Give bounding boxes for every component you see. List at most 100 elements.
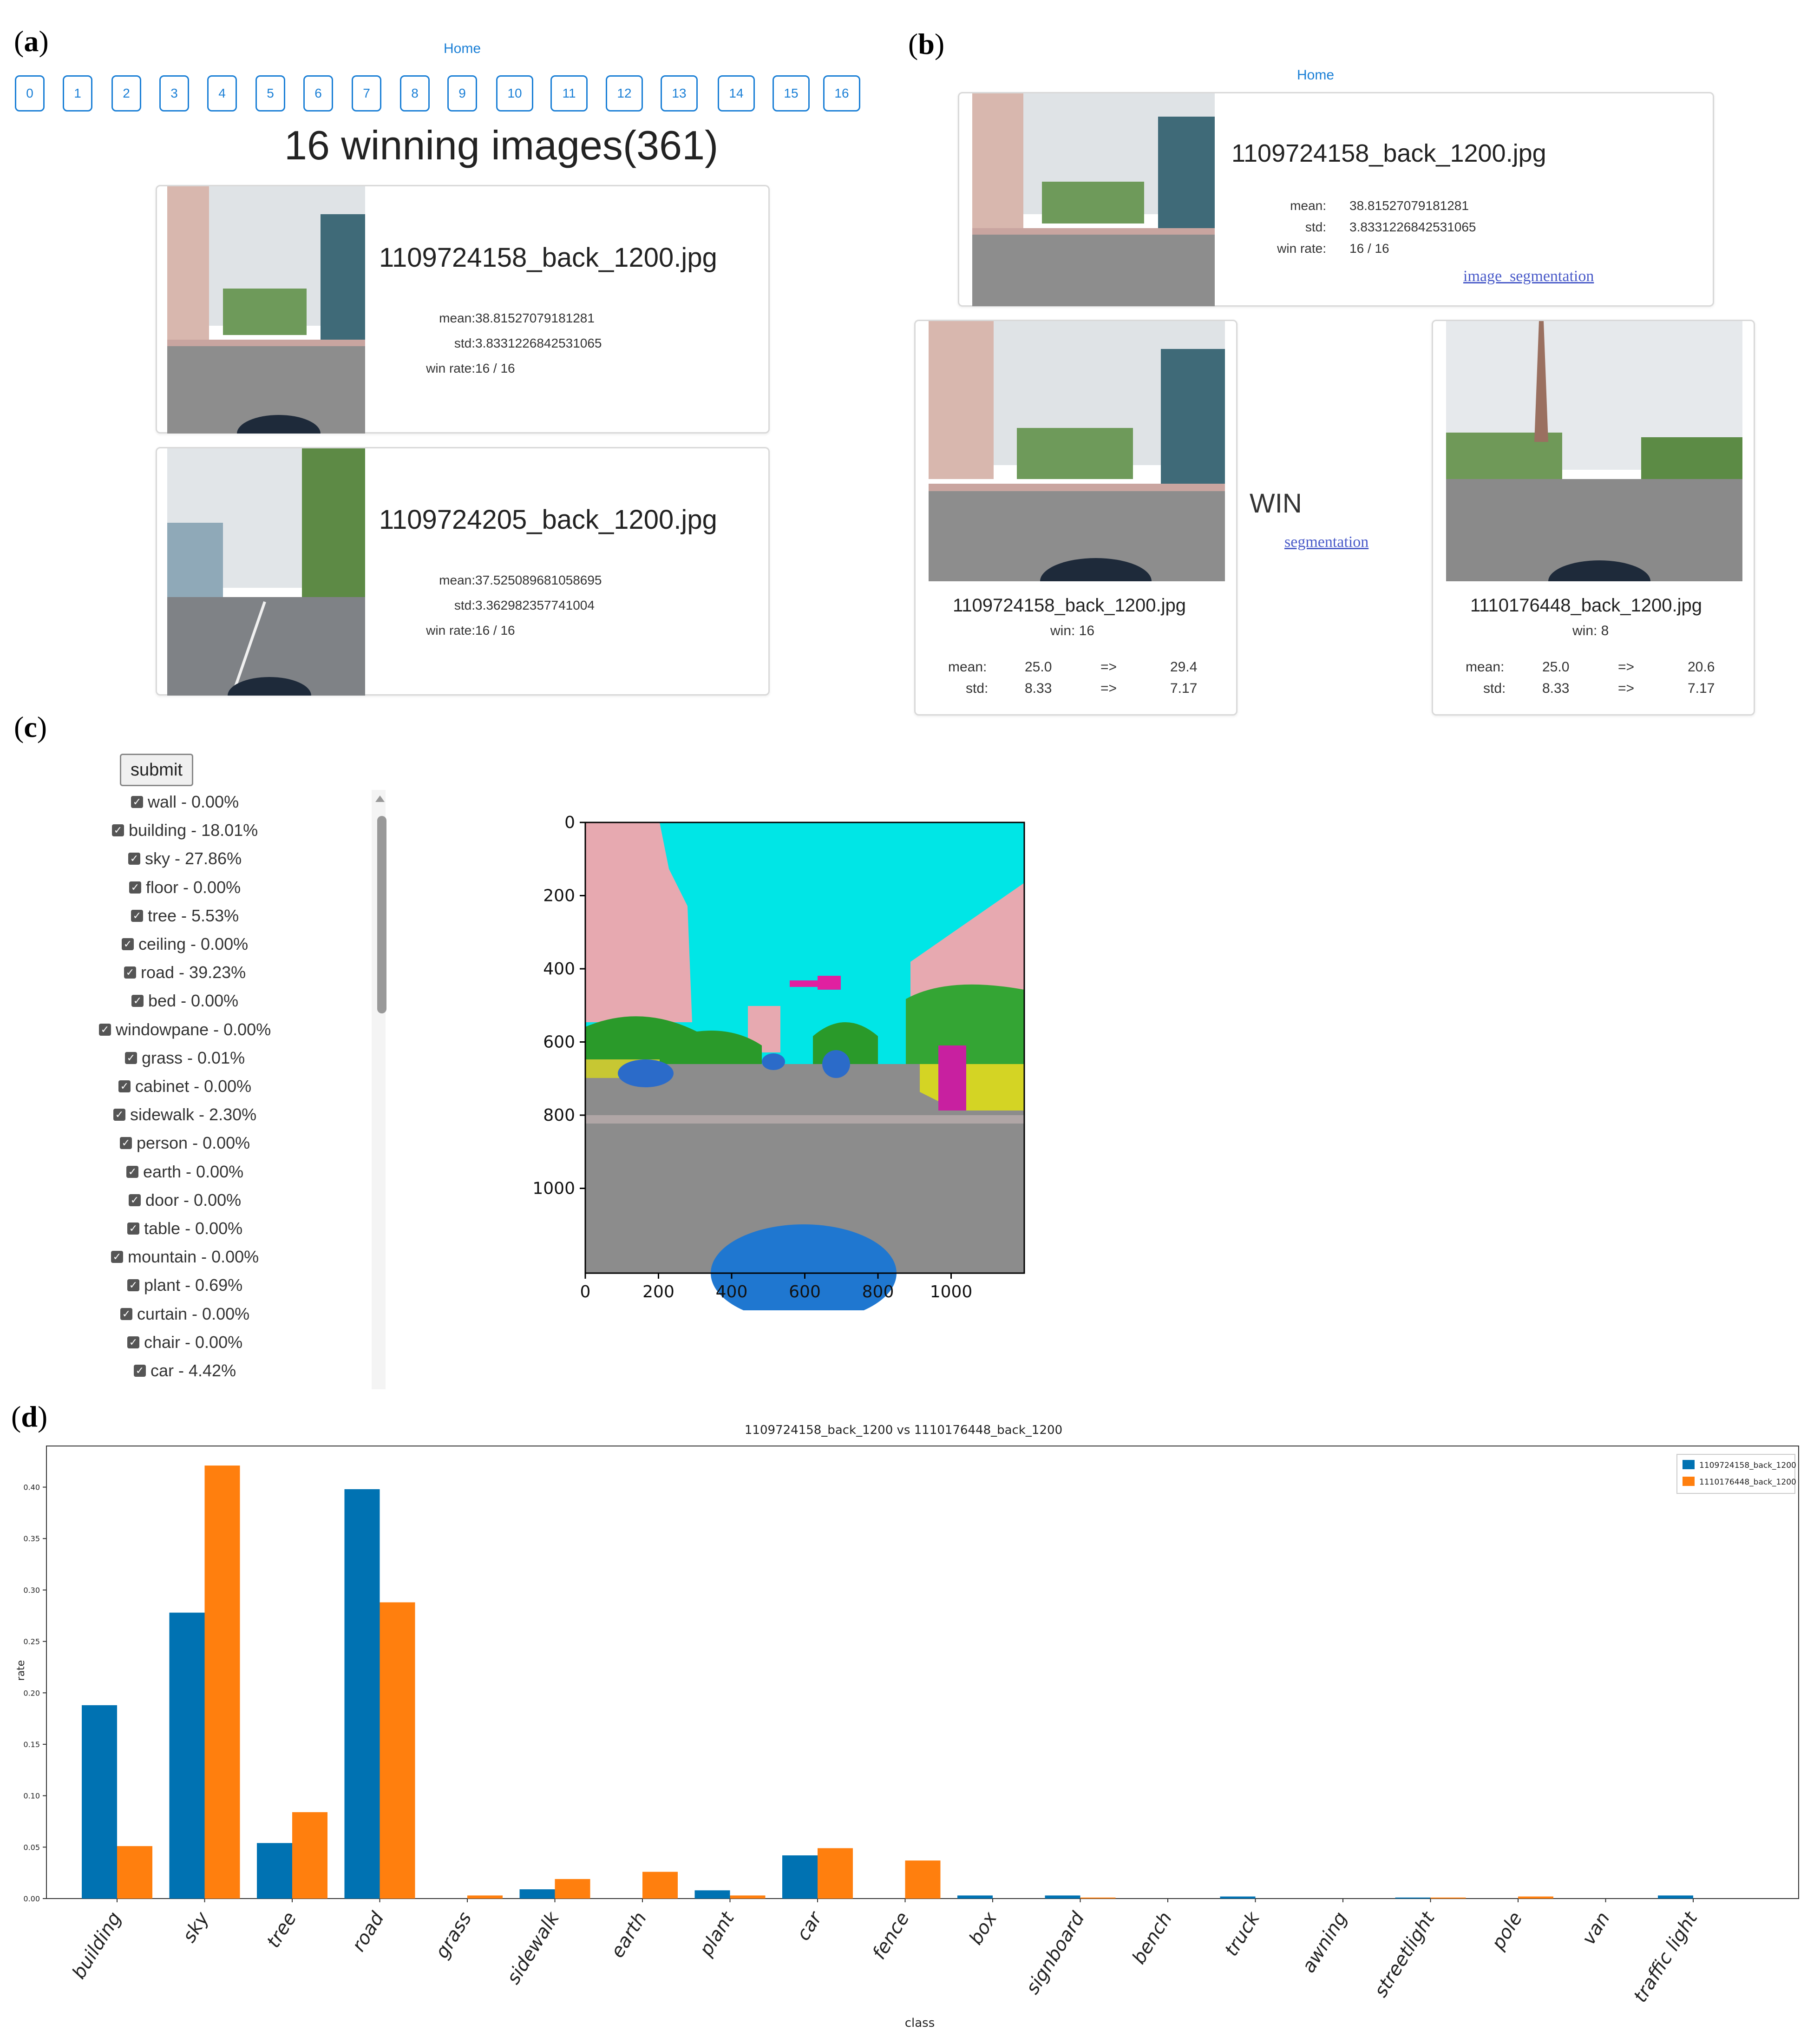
checkbox-checked-icon[interactable]: ✓	[112, 824, 124, 837]
checkbox-checked-icon[interactable]: ✓	[99, 1023, 111, 1036]
segmentation-link[interactable]: segmentation	[1284, 533, 1369, 551]
std-before: 8.33	[1025, 681, 1052, 696]
x-tick-label: 0	[580, 1282, 591, 1301]
page-button-5[interactable]: 5	[255, 75, 285, 112]
class-label: building - 18.01%	[129, 821, 258, 840]
class-checkbox-item[interactable]: ✓ floor - 0.00%	[129, 878, 241, 897]
class-checkbox-item[interactable]: ✓ plant - 0.69%	[127, 1275, 242, 1295]
x-tick-label: awning	[1298, 1908, 1352, 1977]
chart-title: 1109724158_back_1200 vs 1110176448_back_…	[745, 1423, 1062, 1437]
class-checkbox-item[interactable]: ✓ curtain - 0.00%	[120, 1304, 249, 1324]
win-label: WIN	[1250, 488, 1302, 519]
class-checkbox-item[interactable]: ✓ wall - 0.00%	[131, 792, 239, 812]
class-checkbox-item[interactable]: ✓ grass - 0.01%	[125, 1048, 245, 1068]
checkbox-checked-icon[interactable]: ✓	[122, 938, 134, 950]
panel-label-c: (c)	[14, 710, 47, 743]
image-card[interactable]: 1109724205_back_1200.jpg mean: 37.525089…	[156, 447, 770, 696]
scroll-up-arrow-icon[interactable]	[375, 795, 385, 802]
class-label: ceiling - 0.00%	[138, 934, 249, 953]
class-checkbox-item[interactable]: ✓ chair - 0.00%	[127, 1333, 242, 1352]
page-button-4[interactable]: 4	[207, 75, 237, 112]
class-checkbox-item[interactable]: ✓ ceiling - 0.00%	[122, 934, 248, 954]
bar-series-1	[82, 1705, 117, 1899]
page-button-11[interactable]: 11	[550, 75, 588, 112]
list-scrollbar-thumb[interactable]	[377, 816, 386, 1013]
class-checkbox-item[interactable]: ✓ sky - 27.86%	[128, 849, 242, 868]
page-button-1[interactable]: 1	[63, 75, 92, 112]
checkbox-checked-icon[interactable]: ✓	[120, 1308, 132, 1320]
page-button-13[interactable]: 13	[661, 75, 698, 112]
y-tick-label: 600	[543, 1033, 575, 1052]
bar-series-2	[117, 1846, 152, 1899]
checkbox-checked-icon[interactable]: ✓	[127, 1279, 139, 1292]
page-button-14[interactable]: 14	[718, 75, 755, 112]
legend-swatch	[1683, 1460, 1695, 1469]
submit-button[interactable]: submit	[120, 754, 193, 786]
x-tick-label: truck	[1221, 1907, 1264, 1960]
checkbox-checked-icon[interactable]: ✓	[124, 966, 136, 979]
image-card[interactable]: 1109724158_back_1200.jpg mean: 38.815270…	[156, 185, 770, 434]
class-checkbox-item[interactable]: ✓ door - 0.00%	[129, 1190, 241, 1210]
checkbox-checked-icon[interactable]: ✓	[131, 995, 144, 1007]
checkbox-checked-icon[interactable]: ✓	[128, 853, 140, 865]
class-checkbox-item[interactable]: ✓ cabinet - 0.00%	[118, 1077, 251, 1096]
checkbox-checked-icon[interactable]: ✓	[118, 1080, 131, 1092]
bar-series-1	[1658, 1895, 1693, 1899]
win-count: win: 16	[1050, 623, 1095, 638]
bar-series-1	[519, 1889, 555, 1899]
class-checkbox-item[interactable]: ✓ sidewalk - 2.30%	[113, 1105, 256, 1124]
page-button-9[interactable]: 9	[447, 75, 477, 112]
class-checkbox-item[interactable]: ✓ table - 0.00%	[127, 1219, 242, 1238]
class-label: chair - 0.00%	[144, 1332, 243, 1352]
x-tick-label: 200	[642, 1282, 674, 1301]
page-button-12[interactable]: 12	[606, 75, 643, 112]
x-tick-label: plant	[695, 1908, 739, 1960]
class-checkbox-item[interactable]: ✓ road - 39.23%	[124, 963, 246, 982]
mean-value: 37.525089681058695	[475, 573, 602, 587]
checkbox-checked-icon[interactable]: ✓	[125, 1052, 137, 1064]
checkbox-checked-icon[interactable]: ✓	[129, 1194, 141, 1206]
class-checkbox-item[interactable]: ✓ person - 0.00%	[120, 1133, 250, 1153]
class-checkbox-item[interactable]: ✓ bed - 0.00%	[131, 991, 238, 1011]
compare-card-right[interactable]: 1110176448_back_1200.jpg win: 8 mean: 25…	[1432, 320, 1755, 716]
class-checkbox-item[interactable]: ✓ building - 18.01%	[112, 821, 258, 840]
checkbox-checked-icon[interactable]: ✓	[126, 1165, 138, 1178]
checkbox-checked-icon[interactable]: ✓	[113, 1109, 125, 1121]
class-checkbox-item[interactable]: ✓ mountain - 0.00%	[111, 1247, 259, 1267]
image-segmentation-link[interactable]: image_segmentation	[1463, 268, 1594, 285]
class-checkbox-item[interactable]: ✓ windowpane - 0.00%	[99, 1020, 271, 1039]
y-tick-label: 0.35	[23, 1534, 40, 1543]
checkbox-checked-icon[interactable]: ✓	[131, 796, 143, 808]
page-button-2[interactable]: 2	[111, 75, 141, 112]
checkbox-checked-icon[interactable]: ✓	[127, 1336, 139, 1348]
page-button-6[interactable]: 6	[303, 75, 333, 112]
checkbox-checked-icon[interactable]: ✓	[120, 1137, 132, 1150]
page-button-3[interactable]: 3	[159, 75, 189, 112]
page-button-15[interactable]: 15	[773, 75, 810, 112]
home-link[interactable]: Home	[1297, 67, 1335, 83]
street-photo	[167, 448, 365, 696]
checkbox-checked-icon[interactable]: ✓	[134, 1365, 146, 1377]
page-button-16[interactable]: 16	[823, 75, 860, 112]
checkbox-checked-icon[interactable]: ✓	[131, 909, 143, 922]
street-photo	[929, 321, 1225, 581]
checkbox-checked-icon[interactable]: ✓	[129, 881, 141, 894]
y-tick-label: 0.00	[23, 1894, 40, 1903]
page-button-7[interactable]: 7	[352, 75, 381, 112]
top-image-card[interactable]: 1109724158_back_1200.jpg mean: 38.815270…	[958, 92, 1714, 307]
checkbox-checked-icon[interactable]: ✓	[111, 1251, 123, 1263]
compare-card-left[interactable]: 1109724158_back_1200.jpg win: 16 mean: 2…	[914, 320, 1237, 716]
x-tick-label: tree	[262, 1908, 301, 1952]
bar-series-1	[1220, 1896, 1256, 1899]
page-button-0[interactable]: 0	[15, 75, 45, 112]
page-button-10[interactable]: 10	[496, 75, 533, 112]
page-button-8[interactable]: 8	[400, 75, 430, 112]
card-filename: 1109724205_back_1200.jpg	[379, 505, 717, 535]
class-checkbox-item[interactable]: ✓ earth - 0.00%	[126, 1162, 243, 1182]
home-link[interactable]: Home	[444, 41, 481, 56]
checkbox-checked-icon[interactable]: ✓	[127, 1222, 139, 1235]
class-checkbox-item[interactable]: ✓ tree - 5.53%	[131, 906, 239, 926]
bar-series-1	[782, 1855, 818, 1899]
class-checkbox-item[interactable]: ✓ car - 4.42%	[134, 1361, 236, 1380]
legend-label: 1109724158_back_1200	[1699, 1461, 1796, 1470]
